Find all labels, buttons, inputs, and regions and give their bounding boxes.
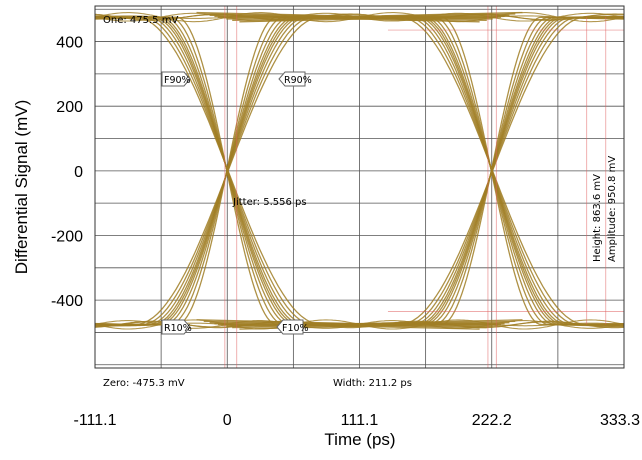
- jitter-label: Jitter: 5.556 ps: [232, 197, 307, 208]
- plot-frame: [94, 5, 625, 369]
- f10-label: F10%: [282, 323, 309, 334]
- rail-ringing-trace: [95, 15, 624, 19]
- f90-tag: F90%: [161, 71, 191, 87]
- y-tick-label: 400: [56, 35, 83, 52]
- y-tick-label: 200: [56, 99, 83, 116]
- y-axis-title: Differential Signal (mV): [12, 100, 31, 274]
- f10-tag: F10%: [276, 319, 309, 335]
- y-tick-label: -200: [51, 228, 83, 245]
- width-label: Width: 211.2 ps: [333, 378, 412, 389]
- x-tick-label: 111.1: [341, 412, 379, 429]
- amplitude-label: Amplitude: 950.8 mV: [607, 156, 618, 262]
- y-tick-label: 0: [74, 164, 83, 181]
- y-tick-label: -400: [51, 293, 83, 310]
- zero-level-label: Zero: -475.3 mV: [103, 378, 185, 389]
- r90-label: R90%: [284, 75, 312, 86]
- x-tick-label: 333.3: [600, 412, 640, 429]
- x-tick-label: 222.2: [472, 412, 512, 429]
- y-tick-labels: 400 200 0 -200 -400: [51, 35, 83, 311]
- falling-edge-trace: [196, 11, 624, 326]
- r10-label: R10%: [164, 323, 192, 334]
- rising-edge-trace: [95, 11, 523, 326]
- rail-ringing-trace: [95, 14, 624, 21]
- x-axis-title: Time (ps): [324, 430, 395, 449]
- x-tick-label: -111.1: [74, 412, 117, 429]
- x-tick-label: 0: [223, 412, 232, 429]
- r10-tag: R10%: [161, 319, 192, 335]
- eye-traces: [95, 11, 624, 330]
- r90-tag: R90%: [278, 71, 312, 87]
- one-level-label: One: 475.5 mV: [103, 15, 178, 26]
- height-label: Height: 863.6 mV: [592, 174, 603, 262]
- x-tick-labels: -111.1 0 111.1 222.2 333.3: [74, 412, 641, 429]
- falling-edge-trace: [95, 15, 523, 326]
- f90-label: F90%: [164, 75, 191, 86]
- measurement-markers: [224, 6, 624, 368]
- rising-edge-trace: [196, 15, 624, 326]
